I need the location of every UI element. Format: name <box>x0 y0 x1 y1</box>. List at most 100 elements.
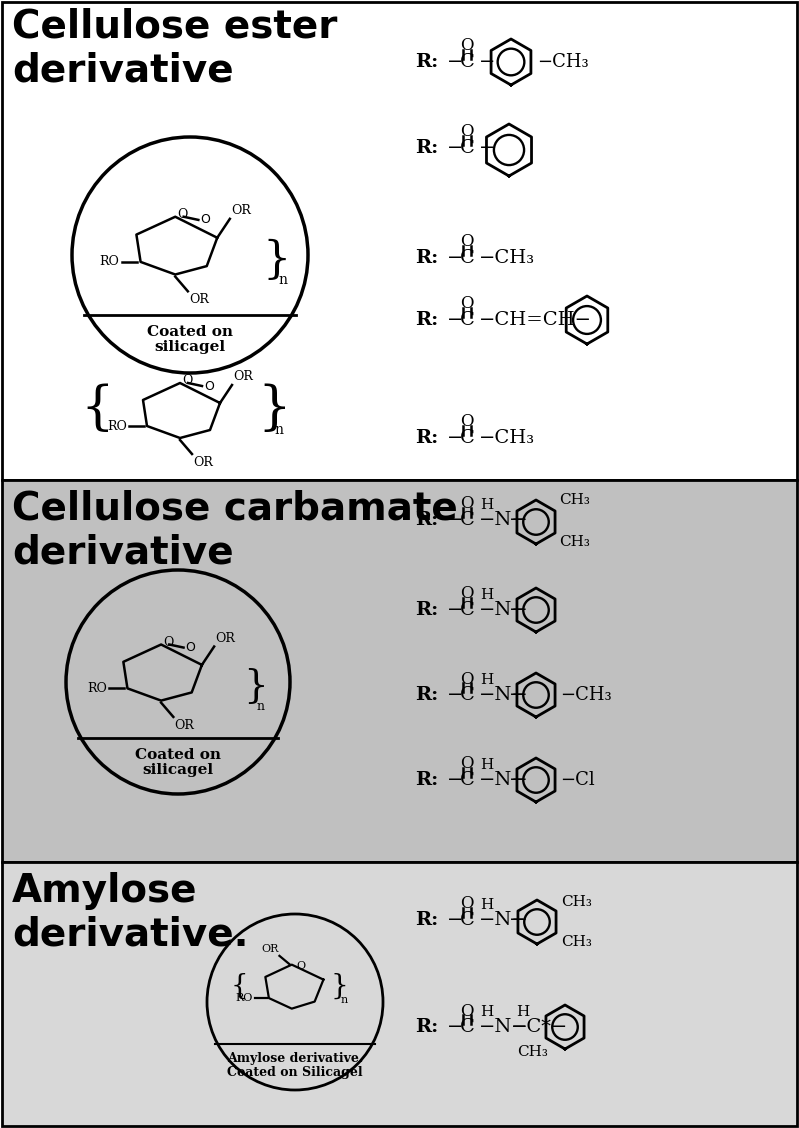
Text: R:: R: <box>415 772 438 788</box>
Text: −N−: −N− <box>479 511 529 529</box>
Text: O: O <box>460 37 474 54</box>
Text: −CH₃: −CH₃ <box>560 686 611 704</box>
Text: −N−: −N− <box>479 686 529 704</box>
Text: R:: R: <box>415 139 438 157</box>
Text: n: n <box>278 273 287 287</box>
Text: O: O <box>460 896 474 913</box>
Text: R:: R: <box>415 53 438 71</box>
Text: −: − <box>447 429 463 447</box>
Text: O: O <box>204 379 214 393</box>
Text: O: O <box>460 756 474 773</box>
Text: H: H <box>480 588 494 602</box>
Text: −N−: −N− <box>479 772 529 788</box>
Text: C: C <box>459 249 475 267</box>
Bar <box>2 862 797 1126</box>
Text: R:: R: <box>415 1017 438 1036</box>
Text: RO: RO <box>100 255 120 268</box>
Text: −: − <box>509 911 526 929</box>
Text: CH₃: CH₃ <box>561 935 592 949</box>
Text: O: O <box>460 414 474 431</box>
Text: R:: R: <box>415 601 438 619</box>
Text: C: C <box>459 601 475 619</box>
Text: R:: R: <box>415 249 438 267</box>
Text: R:: R: <box>415 429 438 447</box>
Text: −: − <box>447 686 463 704</box>
Text: O: O <box>460 670 474 687</box>
Text: Cellulose carbamate
derivative: Cellulose carbamate derivative <box>12 490 458 572</box>
Text: OR: OR <box>189 293 209 307</box>
Text: −: − <box>447 511 463 529</box>
Text: C: C <box>459 686 475 704</box>
Text: {: { <box>80 382 113 433</box>
Text: CH₃: CH₃ <box>561 895 592 909</box>
Text: }: } <box>243 669 268 705</box>
Text: −: − <box>447 311 463 329</box>
Text: O: O <box>163 636 173 649</box>
Text: H: H <box>480 758 494 772</box>
Text: −CH₃: −CH₃ <box>479 249 535 267</box>
Text: −: − <box>447 53 463 71</box>
Text: −: − <box>479 139 495 157</box>
Text: −: − <box>509 511 526 529</box>
Text: −: − <box>447 139 463 157</box>
Text: H: H <box>480 1005 494 1019</box>
Text: C: C <box>459 911 475 929</box>
Text: OR: OR <box>215 632 235 644</box>
Text: −N−: −N− <box>479 1017 529 1036</box>
Text: −: − <box>447 249 463 267</box>
Text: −: − <box>447 911 463 929</box>
Text: Coated on: Coated on <box>135 748 221 763</box>
Text: }: } <box>262 238 290 282</box>
Text: −: − <box>509 772 526 788</box>
Text: CH₃: CH₃ <box>517 1045 548 1059</box>
Text: C: C <box>459 139 475 157</box>
Text: O: O <box>460 123 474 141</box>
Text: Amylose derivative.: Amylose derivative. <box>227 1052 363 1065</box>
Bar <box>2 2 797 481</box>
Text: −CH₃: −CH₃ <box>537 53 589 71</box>
Text: O: O <box>296 961 305 971</box>
Text: H: H <box>480 673 494 687</box>
Text: O: O <box>201 213 210 227</box>
Text: silicagel: silicagel <box>154 340 225 354</box>
Text: −: − <box>479 53 495 71</box>
Text: −N−: −N− <box>479 911 529 929</box>
Text: −C*−: −C*− <box>511 1017 568 1036</box>
Text: R:: R: <box>415 686 438 704</box>
Text: RO: RO <box>107 420 127 432</box>
Text: CH₃: CH₃ <box>559 493 590 506</box>
Text: Coated on Silicagel: Coated on Silicagel <box>227 1066 363 1079</box>
Text: CH₃: CH₃ <box>559 535 590 549</box>
Text: −: − <box>509 686 526 704</box>
Text: n: n <box>341 995 348 1005</box>
Text: O: O <box>460 585 474 602</box>
Text: O: O <box>460 1003 474 1020</box>
Text: O: O <box>460 233 474 250</box>
Text: −CH₃: −CH₃ <box>479 429 535 447</box>
Text: C: C <box>459 511 475 529</box>
Text: R:: R: <box>415 511 438 529</box>
Text: O: O <box>460 296 474 312</box>
Text: Cellulose ester
derivative: Cellulose ester derivative <box>12 8 337 90</box>
Text: −: − <box>509 601 526 619</box>
Text: H: H <box>480 497 494 512</box>
Text: OR: OR <box>261 944 279 954</box>
Text: }: } <box>257 382 291 433</box>
Text: C: C <box>459 429 475 447</box>
Text: −: − <box>447 1017 463 1036</box>
Text: C: C <box>459 53 475 71</box>
Text: −: − <box>447 601 463 619</box>
Text: −CH=CH−: −CH=CH− <box>479 311 592 329</box>
Text: O: O <box>185 641 196 654</box>
Text: }: } <box>331 972 348 999</box>
Bar <box>2 481 797 862</box>
Text: OR: OR <box>233 370 252 384</box>
Text: OR: OR <box>174 719 194 732</box>
Text: H: H <box>516 1005 530 1019</box>
Text: n: n <box>257 700 265 713</box>
Text: C: C <box>459 311 475 329</box>
Text: −Cl: −Cl <box>560 772 594 788</box>
Text: C: C <box>459 1017 475 1036</box>
Text: O: O <box>460 495 474 512</box>
Text: silicagel: silicagel <box>142 763 213 777</box>
